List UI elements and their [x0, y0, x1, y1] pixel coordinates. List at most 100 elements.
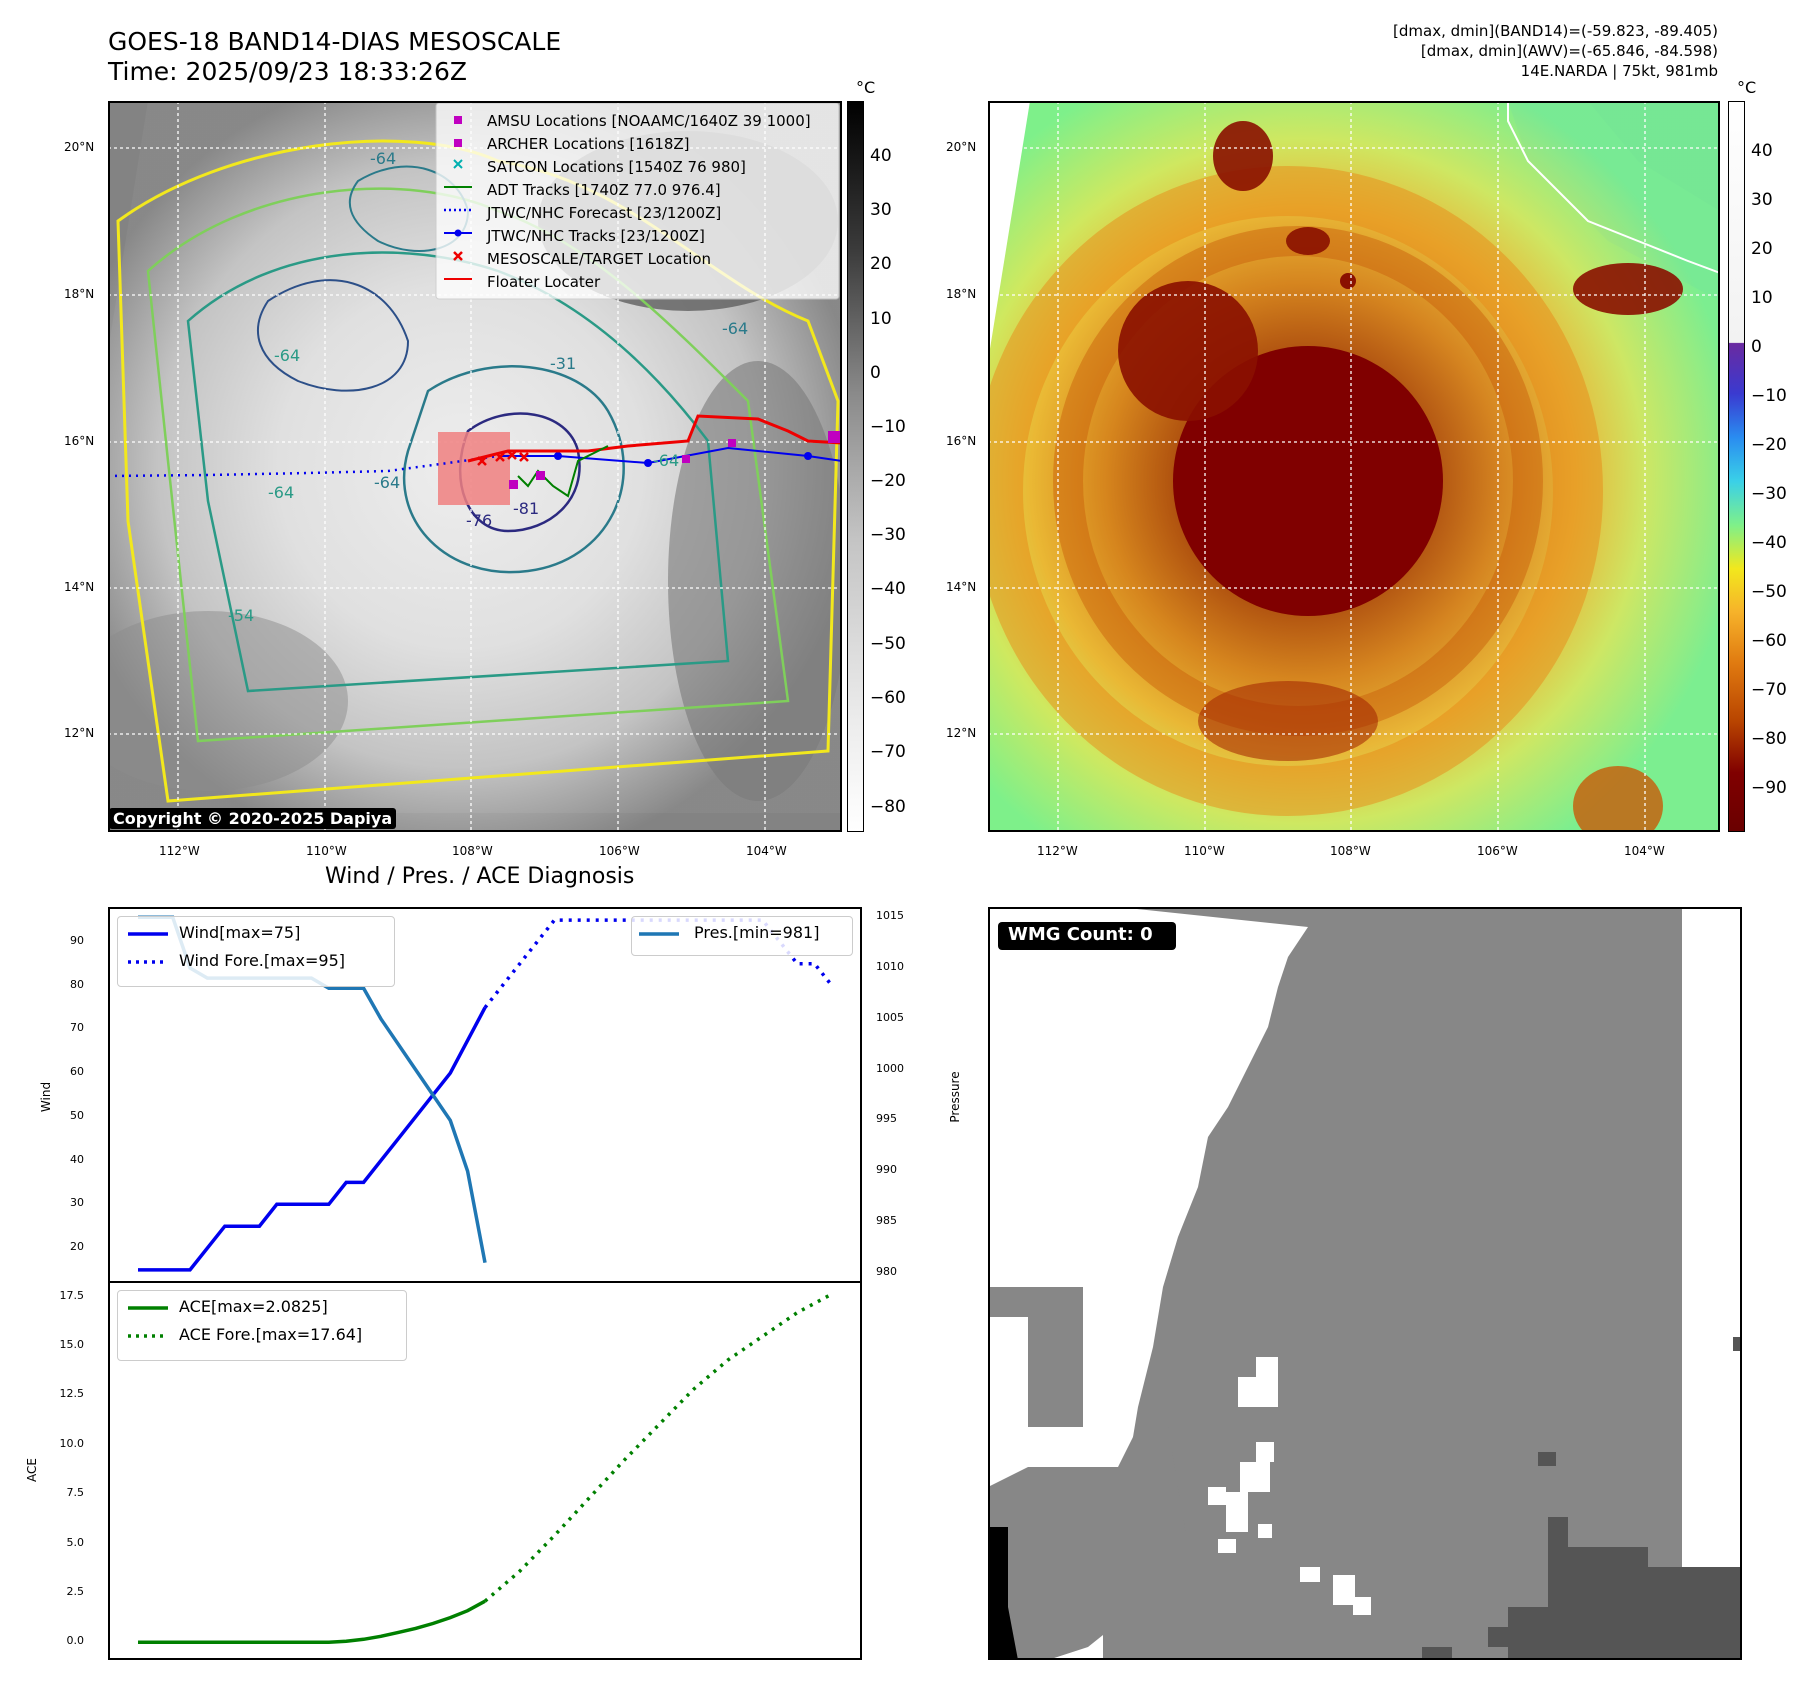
lat-label: 20°N — [64, 140, 95, 154]
lon-label: 108°W — [1330, 844, 1371, 858]
ace-chart: ACE[max=2.0825] ACE Fore.[max=17.64] 0.0… — [60, 1281, 862, 1660]
ace-series-line-1 — [483, 1292, 833, 1603]
wind-pressure-chart: Wind[max=75] Wind Fore.[max=95] Pres.[mi… — [70, 907, 904, 1283]
legend-adt: ADT Tracks [1740Z 77.0 976.4] — [487, 181, 721, 199]
ace-ytick-label: 5.0 — [66, 1535, 85, 1549]
ace-ytick-label: 0.0 — [66, 1634, 85, 1648]
ir-map-panel: -64 -64 -64 -54 -76 -81 -31 -64 -64 -64 … — [68, 101, 848, 832]
pressure-ytick-label: 990 — [876, 1163, 897, 1177]
ir-colorbar-tick: 30 — [870, 200, 892, 220]
ace-forecast-legend-label: ACE Fore.[max=17.64] — [179, 1325, 363, 1344]
legend-forecast: JTWC/NHC Forecast [23/1200Z] — [487, 204, 722, 222]
lon-label: 110°W — [306, 844, 347, 858]
lat-label: 12°N — [946, 726, 977, 740]
pressure-ytick-label: 1005 — [876, 1010, 904, 1024]
lon-label: 112°W — [159, 844, 200, 858]
copyright-label: Copyright © 2020-2025 Dapiya — [109, 808, 397, 829]
ir-colorbar-tick: −60 — [870, 688, 906, 708]
ace-frame — [108, 1281, 862, 1660]
lat-label: 20°N — [946, 140, 977, 154]
ir-map-legend — [435, 102, 840, 300]
legend-floater: Floater Locater — [487, 273, 601, 291]
wmg-panel: WMG Count: 0 — [988, 907, 1742, 1660]
ir-colorbar-tick: −20 — [870, 471, 906, 491]
chart-title: Wind / Pres. / ACE Diagnosis — [325, 864, 635, 889]
contour-label: -54 — [228, 606, 255, 625]
color-colorbar-tick: −40 — [1751, 533, 1787, 553]
color-colorbar-tick: −60 — [1751, 631, 1787, 651]
ace-ytick-label: 17.5 — [59, 1288, 85, 1302]
ace-legend — [117, 1290, 407, 1361]
color-colorbar-tick: 10 — [1751, 288, 1773, 308]
legend-satcon: SATCON Locations [1540Z 76 980] — [487, 158, 746, 176]
wmg-frame — [988, 907, 1742, 1660]
color-colorbar-tick: 20 — [1751, 239, 1773, 259]
wind-ytick-label: 70 — [70, 1021, 84, 1035]
pressure-legend-swatch-top — [639, 932, 679, 936]
contour-label: -76 — [466, 511, 493, 530]
color-colorbar-tick: 30 — [1751, 190, 1773, 210]
contour-label: -64 — [722, 319, 749, 338]
pressure-ytick-label: 1000 — [876, 1061, 904, 1075]
amsu-legend-swatch — [454, 116, 462, 124]
info-line-band14: [dmax, dmin](BAND14)=(-59.823, -89.405) — [1393, 22, 1718, 40]
color-colorbar-tick: 40 — [1751, 141, 1773, 161]
lat-label: 18°N — [64, 287, 95, 301]
ace-legend-label: ACE[max=2.0825] — [179, 1297, 328, 1316]
ace-ytick-label: 10.0 — [59, 1436, 85, 1450]
ace-ytick-label: 7.5 — [66, 1486, 85, 1500]
ir-colorbar-tick: −10 — [870, 417, 906, 437]
legend-target: MESOSCALE/TARGET Location — [487, 250, 712, 268]
mesoscale-target-box — [438, 432, 510, 505]
pressure-axis-label: Pressure — [948, 1071, 962, 1123]
figure-title-line1: GOES-18 BAND14-DIAS MESOSCALE — [108, 27, 562, 56]
color-colorbar-tick: −80 — [1751, 729, 1787, 749]
info-line-storm: 14E.NARDA | 75kt, 981mb — [1520, 62, 1718, 80]
ace-ytick-label: 15.0 — [59, 1338, 85, 1352]
lon-label: 104°W — [1624, 844, 1665, 858]
wind-ytick-label: 80 — [70, 977, 84, 991]
color-map-panel — [973, 101, 1721, 846]
wmg-image — [988, 907, 1742, 1660]
ir-map-image — [68, 101, 848, 832]
mesoscale-target-markers — [477, 450, 529, 466]
nhc-track-legend-dot — [454, 229, 462, 237]
color-map-image — [973, 101, 1721, 846]
legend-amsu: AMSU Locations [NOAAMC/1640Z 39 1000] — [487, 112, 811, 130]
wind-legend — [117, 916, 395, 987]
pressure-ytick-label: 1010 — [876, 959, 904, 973]
color-colorbar — [1728, 101, 1745, 832]
pressure-legend-label: Pres.[min=981] — [694, 923, 820, 942]
wind-ytick-label: 50 — [70, 1108, 84, 1122]
lat-label: 14°N — [946, 580, 977, 594]
wind-ytick-label: 20 — [70, 1240, 84, 1254]
lon-label: 108°W — [452, 844, 493, 858]
lon-label: 106°W — [599, 844, 640, 858]
info-line-awv: [dmax, dmin](AWV)=(-65.846, -84.598) — [1420, 42, 1718, 60]
lon-label: 104°W — [746, 844, 787, 858]
wmg-label-bg — [998, 922, 1176, 950]
pressure-legend — [631, 916, 853, 956]
color-colorbar-tick: −70 — [1751, 680, 1787, 700]
ir-colorbar — [847, 101, 864, 832]
pressure-ytick-label: 1015 — [876, 909, 904, 923]
color-colorbar-tick: −10 — [1751, 386, 1787, 406]
lat-label: 12°N — [64, 726, 95, 740]
contour-label: -64 — [268, 483, 295, 502]
amsu-markers — [509, 431, 840, 489]
wmg-count-label: WMG Count: 0 — [1008, 924, 1153, 945]
color-colorbar-tick: −20 — [1751, 435, 1787, 455]
ace-axis-label: ACE — [25, 1458, 39, 1482]
contour-label: -64 — [370, 149, 397, 168]
lat-label: 16°N — [946, 434, 977, 448]
pressure-ytick-label: 985 — [876, 1214, 897, 1228]
pressure-ytick-label: 995 — [876, 1112, 897, 1126]
ir-colorbar-tick: −50 — [870, 634, 906, 654]
satcon-legend-swatch — [453, 159, 463, 169]
ir-colorbar-tick: 20 — [870, 254, 892, 274]
contour-label: -64 — [653, 451, 680, 470]
ir-colorbar-tick: −40 — [870, 579, 906, 599]
contour-label: -64 — [274, 346, 301, 365]
lat-label: 18°N — [946, 287, 977, 301]
ace-series-line-0 — [138, 1599, 486, 1644]
